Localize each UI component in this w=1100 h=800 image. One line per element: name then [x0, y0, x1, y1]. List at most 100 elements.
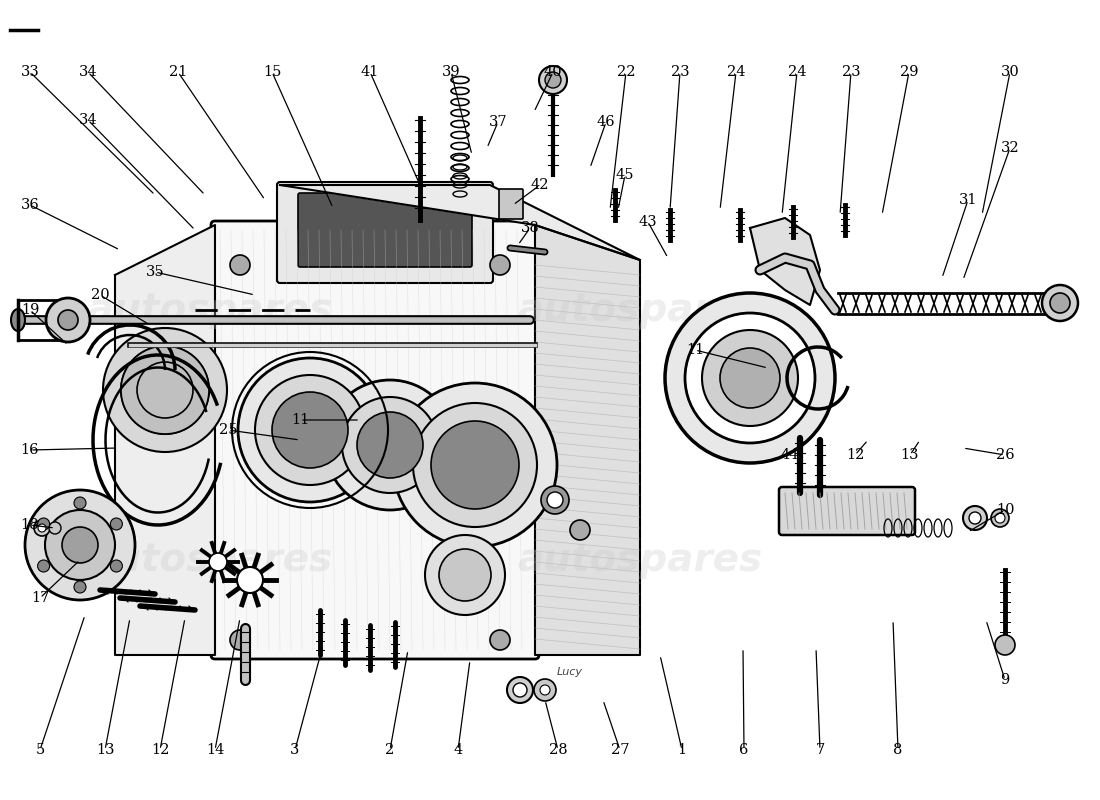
Text: 24: 24	[727, 65, 746, 79]
Circle shape	[540, 685, 550, 695]
Text: 31: 31	[959, 193, 977, 207]
Circle shape	[342, 397, 438, 493]
Circle shape	[393, 383, 557, 547]
Circle shape	[74, 581, 86, 593]
Circle shape	[138, 362, 192, 418]
Text: 42: 42	[530, 178, 549, 192]
Circle shape	[513, 683, 527, 697]
Text: Lucy: Lucy	[557, 667, 583, 677]
Circle shape	[37, 518, 50, 530]
FancyBboxPatch shape	[277, 182, 493, 283]
Circle shape	[255, 375, 365, 485]
Circle shape	[991, 509, 1009, 527]
Text: 14: 14	[206, 743, 224, 757]
Text: 40: 40	[543, 65, 562, 79]
FancyBboxPatch shape	[211, 221, 539, 659]
Text: 17: 17	[31, 591, 50, 605]
Circle shape	[103, 328, 227, 452]
Circle shape	[74, 497, 86, 509]
Circle shape	[666, 293, 835, 463]
Text: 43: 43	[639, 215, 658, 229]
Circle shape	[37, 560, 50, 572]
Text: 38: 38	[520, 221, 539, 235]
Text: 12: 12	[151, 743, 169, 757]
Text: 27: 27	[610, 743, 629, 757]
Circle shape	[50, 522, 60, 534]
Text: 22: 22	[617, 65, 636, 79]
Text: autospares: autospares	[517, 541, 762, 579]
Text: 26: 26	[996, 448, 1014, 462]
Circle shape	[570, 520, 590, 540]
Circle shape	[25, 490, 135, 600]
Text: 28: 28	[549, 743, 568, 757]
Circle shape	[236, 567, 263, 593]
Circle shape	[230, 255, 250, 275]
FancyBboxPatch shape	[499, 189, 522, 219]
Circle shape	[539, 66, 566, 94]
Text: 9: 9	[1000, 673, 1010, 687]
Circle shape	[969, 512, 981, 524]
Text: 34: 34	[79, 113, 97, 127]
Circle shape	[58, 310, 78, 330]
Circle shape	[39, 524, 46, 532]
Circle shape	[324, 380, 455, 510]
Circle shape	[121, 346, 209, 434]
Text: 11: 11	[686, 343, 704, 357]
Circle shape	[110, 518, 122, 530]
Text: 39: 39	[442, 65, 460, 79]
Circle shape	[541, 486, 569, 514]
Circle shape	[431, 421, 519, 509]
Circle shape	[507, 677, 534, 703]
Circle shape	[358, 412, 424, 478]
Text: 15: 15	[263, 65, 282, 79]
Text: 37: 37	[488, 115, 507, 129]
Text: 2: 2	[385, 743, 395, 757]
Circle shape	[702, 330, 798, 426]
Text: 33: 33	[21, 65, 40, 79]
Polygon shape	[116, 225, 214, 655]
Circle shape	[720, 348, 780, 408]
Text: 11: 11	[290, 413, 309, 427]
Circle shape	[46, 298, 90, 342]
Text: 20: 20	[90, 288, 109, 302]
Circle shape	[490, 255, 510, 275]
Circle shape	[45, 510, 116, 580]
Circle shape	[34, 520, 50, 536]
Circle shape	[547, 492, 563, 508]
Circle shape	[962, 506, 987, 530]
Text: 29: 29	[900, 65, 918, 79]
Text: autospares: autospares	[87, 291, 332, 329]
Text: 7: 7	[815, 743, 825, 757]
Text: 25: 25	[219, 423, 238, 437]
Polygon shape	[750, 218, 820, 305]
Polygon shape	[535, 225, 640, 655]
Circle shape	[1050, 293, 1070, 313]
Circle shape	[685, 313, 815, 443]
Text: 18: 18	[21, 518, 40, 532]
Text: 4: 4	[453, 743, 463, 757]
Text: 13: 13	[96, 743, 114, 757]
Circle shape	[121, 346, 209, 434]
Circle shape	[272, 392, 348, 468]
Text: 16: 16	[21, 443, 40, 457]
Circle shape	[425, 535, 505, 615]
Text: 32: 32	[1001, 141, 1020, 155]
Text: 5: 5	[35, 743, 45, 757]
Circle shape	[230, 630, 250, 650]
Circle shape	[996, 635, 1015, 655]
Text: 8: 8	[893, 743, 903, 757]
Text: 12: 12	[846, 448, 865, 462]
Text: 41: 41	[361, 65, 379, 79]
Text: 44: 44	[781, 448, 800, 462]
Text: 45: 45	[616, 168, 635, 182]
Circle shape	[1042, 285, 1078, 321]
FancyBboxPatch shape	[298, 193, 472, 267]
Circle shape	[534, 679, 556, 701]
Text: 1: 1	[678, 743, 686, 757]
Text: 35: 35	[145, 265, 164, 279]
Text: 36: 36	[21, 198, 40, 212]
Circle shape	[439, 549, 491, 601]
Text: autospares: autospares	[517, 291, 762, 329]
Circle shape	[412, 403, 537, 527]
Circle shape	[209, 553, 227, 571]
